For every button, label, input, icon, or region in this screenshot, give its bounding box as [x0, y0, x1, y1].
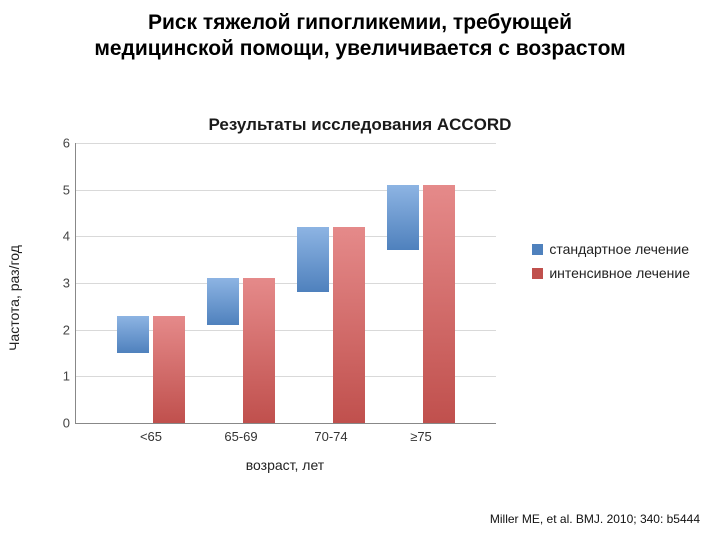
chart-body: Частота, раз/год 0123456<6565-6970-74≥75… [40, 143, 680, 453]
bar-group [286, 227, 376, 423]
bar-group [376, 185, 466, 423]
y-tick-label: 0 [63, 417, 76, 430]
legend-swatch [532, 268, 543, 279]
grid-line [76, 143, 496, 144]
legend-item: интенсивное лечение [532, 265, 690, 281]
x-category-label: 65-69 [196, 423, 286, 444]
chart-container: Результаты исследования ACCORD Частота, … [40, 115, 680, 465]
bar [207, 278, 239, 325]
y-tick-label: 4 [63, 230, 76, 243]
y-tick-label: 1 [63, 370, 76, 383]
bar-group [106, 316, 196, 423]
y-tick-label: 2 [63, 323, 76, 336]
bar [423, 185, 455, 423]
legend-swatch [532, 244, 543, 255]
y-tick-label: 6 [63, 137, 76, 150]
bar-group [196, 278, 286, 423]
chart-title: Результаты исследования ACCORD [40, 115, 680, 135]
legend-label: стандартное лечение [549, 241, 689, 257]
bar [117, 316, 149, 353]
main-title: Риск тяжелой гипогликемии, требующей мед… [80, 10, 640, 63]
legend-label: интенсивное лечение [549, 265, 690, 281]
x-category-label: ≥75 [376, 423, 466, 444]
y-axis-label: Частота, раз/год [6, 245, 22, 351]
citation: Miller ME, et al. BMJ. 2010; 340: b5444 [490, 512, 700, 526]
bar [153, 316, 185, 423]
legend-item: стандартное лечение [532, 241, 690, 257]
bar [387, 185, 419, 250]
bar [297, 227, 329, 292]
x-category-label: 70-74 [286, 423, 376, 444]
x-category-label: <65 [106, 423, 196, 444]
bar [243, 278, 275, 423]
x-axis-label: возраст, лет [75, 457, 495, 473]
plot-area: 0123456<6565-6970-74≥75 [75, 143, 496, 424]
slide-root: Риск тяжелой гипогликемии, требующей мед… [0, 0, 720, 540]
bar [333, 227, 365, 423]
legend: стандартное лечение интенсивное лечение [532, 233, 690, 289]
y-tick-label: 5 [63, 183, 76, 196]
y-tick-label: 3 [63, 277, 76, 290]
